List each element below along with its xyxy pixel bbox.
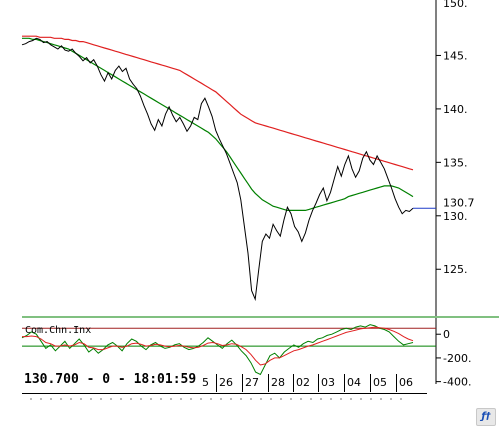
- price-tick-label: 145.: [443, 49, 468, 62]
- oscillator-series-line-0: [21, 324, 414, 376]
- date-axis-label: 03: [318, 374, 335, 392]
- date-axis-label: 5: [202, 376, 209, 389]
- price-tick-label: 130.: [443, 210, 468, 223]
- date-axis-label: 26: [216, 374, 233, 392]
- oscillator-tick-label: -400.: [443, 376, 471, 389]
- status-detail-row: [30, 398, 410, 400]
- price-series-group: [21, 35, 414, 302]
- price-series-line-0: [21, 37, 414, 302]
- price-series-line-2: [22, 35, 414, 171]
- oscillator-tick-label: 0: [443, 328, 450, 341]
- date-axis-label: 02: [293, 374, 310, 392]
- date-axis-label: 05: [370, 374, 387, 392]
- oscillator-tick-label: -200.: [443, 352, 471, 365]
- price-tick-label-top: 150.: [443, 0, 468, 10]
- last-price-label: 130.7: [443, 196, 475, 209]
- settings-icon[interactable]: ƒ†: [476, 408, 496, 426]
- price-tick-label: 140.: [443, 103, 468, 116]
- status-underline: [22, 393, 427, 394]
- oscillator-title: Com.Chn.Inx: [25, 325, 91, 336]
- date-axis-label: 28: [268, 374, 285, 392]
- price-tick-label: 135.: [443, 156, 468, 169]
- price-tick-label: 125.: [443, 263, 468, 276]
- oscillator-series-group: [21, 324, 436, 376]
- price-y-ticks: 125. 130. 135. 140. 145. 150. 130.7: [413, 0, 475, 276]
- price-series-line-1: [22, 37, 414, 211]
- status-bar: 130.700 - 0 - 18:01:59 5 26 27 28 02 03 04 05 06…: [0, 372, 499, 433]
- date-axis-label: 04: [344, 374, 361, 392]
- last-price-status: 130.700 - 0 - 18:01:59: [24, 372, 197, 387]
- date-axis-label: 06: [396, 374, 413, 392]
- oscillator-series-line-1: [22, 326, 414, 366]
- date-axis-label: 27: [242, 374, 259, 392]
- oscillator-y-ticks: 0 -200. -400.: [436, 328, 471, 389]
